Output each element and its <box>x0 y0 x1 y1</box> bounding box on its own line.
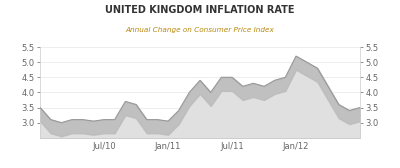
Text: Annual Change on Consumer Price Index: Annual Change on Consumer Price Index <box>126 27 274 33</box>
Text: UNITED KINGDOM INFLATION RATE: UNITED KINGDOM INFLATION RATE <box>105 5 295 15</box>
